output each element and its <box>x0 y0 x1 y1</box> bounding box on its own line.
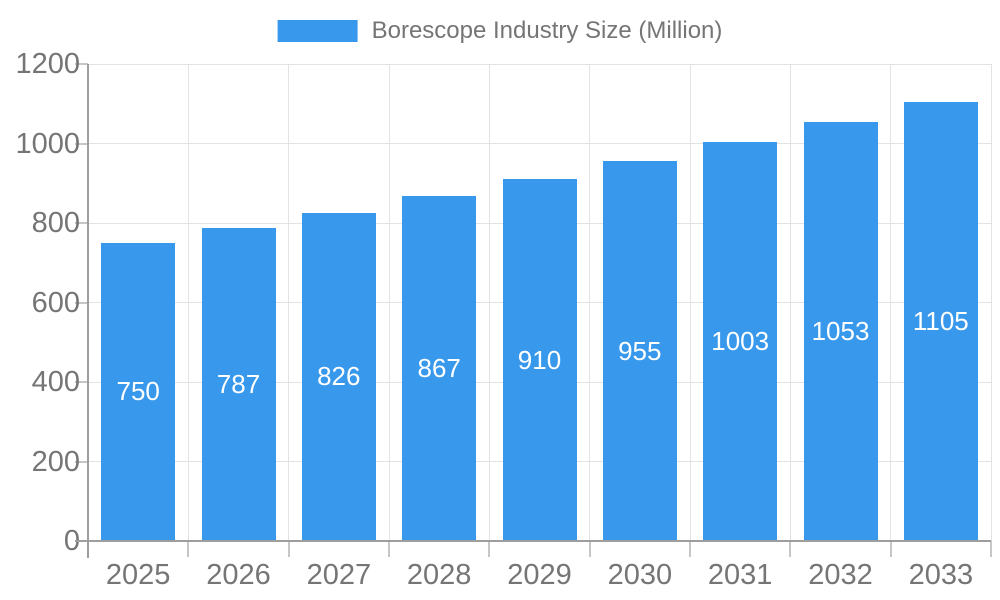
bar-2032[interactable]: 1053 <box>803 122 878 541</box>
bar-2027[interactable]: 826 <box>301 212 376 541</box>
y-tick <box>75 142 88 145</box>
bar-2028[interactable]: 867 <box>402 196 477 541</box>
y-tick <box>75 63 88 65</box>
x-tick <box>689 541 691 557</box>
x-tick <box>187 541 190 557</box>
y-tick <box>75 381 88 383</box>
bar-value-label: 867 <box>417 353 461 384</box>
x-tick <box>588 541 591 557</box>
x-gridline <box>589 64 591 541</box>
y-tick <box>75 460 88 463</box>
x-gridline <box>288 64 290 541</box>
x-tick <box>388 541 390 557</box>
bar-value-label: 1053 <box>811 316 870 347</box>
y-axis-label: 800 <box>31 207 80 239</box>
y-gridline <box>88 63 991 65</box>
bar-value-label: 910 <box>517 344 562 375</box>
y-axis-label: 1000 <box>15 127 80 160</box>
x-tick <box>488 541 491 557</box>
x-axis-label: 2028 <box>406 559 472 591</box>
x-axis-line <box>75 540 991 542</box>
x-gridline <box>388 64 390 541</box>
x-gridline <box>990 64 992 541</box>
y-gridline <box>88 143 991 144</box>
bar-2026[interactable]: 787 <box>201 228 276 541</box>
x-axis-label: 2030 <box>607 559 673 591</box>
y-axis-label: 1200 <box>15 48 80 80</box>
x-tick <box>789 541 792 557</box>
y-axis-label: 400 <box>31 366 80 398</box>
bar-value-label: 1105 <box>912 305 969 336</box>
y-axis-label: 600 <box>31 286 80 319</box>
bar-2031[interactable]: 1003 <box>703 142 778 541</box>
bar-2025[interactable]: 750 <box>101 242 176 541</box>
bar-value-label: 955 <box>618 335 662 366</box>
bar-value-label: 750 <box>116 376 160 407</box>
bar-2033[interactable]: 1105 <box>903 101 978 541</box>
x-gridline <box>488 64 490 541</box>
y-axis-line <box>87 64 89 558</box>
legend-swatch <box>277 20 358 42</box>
x-tick <box>889 541 892 557</box>
y-tick <box>75 222 88 224</box>
x-axis-label: 2027 <box>306 559 372 591</box>
y-axis-label: 200 <box>31 445 80 478</box>
x-axis-label: 2033 <box>908 559 974 591</box>
x-gridline <box>689 64 691 541</box>
legend-label: Borescope Industry Size (Million) <box>371 17 723 44</box>
x-tick <box>287 541 290 557</box>
legend[interactable]: Borescope Industry Size (Million) <box>277 17 723 45</box>
x-gridline <box>890 64 892 541</box>
x-axis-label: 2025 <box>105 559 171 591</box>
x-gridline <box>187 64 189 541</box>
x-gridline <box>789 64 791 541</box>
x-axis-label: 2026 <box>206 559 271 591</box>
bar-2029[interactable]: 910 <box>502 179 577 541</box>
x-axis-label: 2029 <box>507 559 572 591</box>
x-axis-label: 2031 <box>707 559 773 591</box>
bar-value-label: 1003 <box>711 326 770 357</box>
x-tick <box>990 541 992 557</box>
x-axis-label: 2032 <box>808 559 873 591</box>
y-tick <box>75 301 88 304</box>
bar-value-label: 826 <box>317 361 361 392</box>
bar-2030[interactable]: 955 <box>602 161 677 541</box>
bar-value-label: 787 <box>216 369 261 400</box>
y-axis-label: 0 <box>63 525 80 557</box>
